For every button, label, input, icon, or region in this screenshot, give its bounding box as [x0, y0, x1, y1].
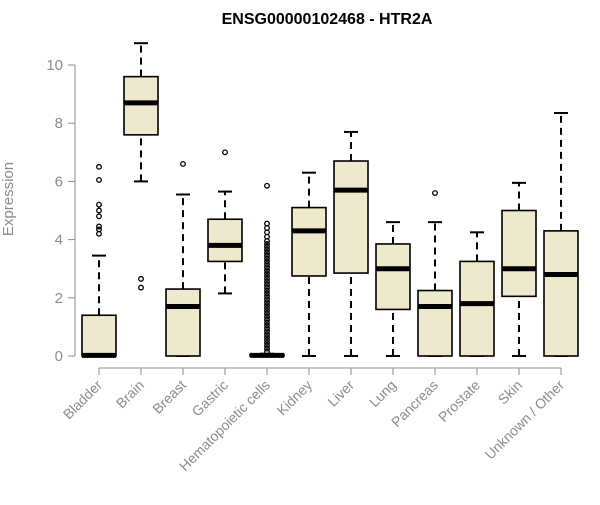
- box-group-gastric: [207, 149, 243, 295]
- box-group-kidney: [291, 171, 327, 357]
- outlier-point: [264, 307, 270, 314]
- outlier-point: [96, 163, 102, 170]
- x-tick-label: Unknown / Other: [482, 377, 568, 463]
- outlier-point: [264, 284, 270, 291]
- boxes: [81, 42, 579, 358]
- outlier-point: [96, 201, 102, 208]
- outlier-point: [264, 345, 270, 352]
- outlier-point: [264, 241, 270, 247]
- box-group-bladder: [81, 163, 117, 358]
- x-tick-label: Breast: [149, 377, 189, 417]
- outlier-point: [96, 223, 102, 230]
- outlier-point: [96, 213, 102, 220]
- outlier-point: [96, 226, 102, 233]
- outlier-point: [264, 258, 270, 265]
- outlier-point: [222, 149, 228, 156]
- outlier-point: [264, 290, 270, 297]
- box: [333, 160, 369, 274]
- box: [291, 206, 327, 277]
- outlier-point: [264, 296, 270, 303]
- outlier-point: [264, 299, 270, 306]
- y-tick-label: 6: [55, 173, 63, 190]
- x-tick-label: Liver: [324, 377, 357, 410]
- outlier-point: [264, 293, 270, 300]
- box-group-liver: [333, 130, 369, 357]
- outlier-point: [264, 261, 270, 268]
- y-tick-label: 2: [55, 290, 63, 307]
- x-tick-label: Prostate: [435, 377, 483, 425]
- outlier-point: [264, 339, 270, 346]
- y-tick-label: 8: [55, 115, 63, 132]
- outlier-point: [264, 342, 270, 349]
- box-group-hematopoietic-cells: [249, 182, 285, 358]
- box: [501, 209, 537, 298]
- y-tick-label: 10: [46, 57, 63, 74]
- outlier-point: [264, 319, 270, 326]
- outlier-point: [138, 275, 144, 282]
- outlier-point: [96, 207, 102, 214]
- outlier-point: [264, 322, 270, 329]
- x-tick-label: Skin: [495, 377, 526, 408]
- y-tick-label: 4: [55, 232, 63, 249]
- outlier-point: [264, 182, 270, 189]
- outlier-point: [264, 325, 270, 332]
- outlier-point: [96, 176, 102, 183]
- box-group-pancreas: [417, 190, 453, 357]
- box: [81, 314, 117, 357]
- outlier-point: [264, 267, 270, 274]
- box: [207, 218, 243, 263]
- outlier-point: [264, 255, 270, 262]
- box: [165, 288, 201, 357]
- box: [543, 230, 579, 357]
- outlier-point: [264, 316, 270, 323]
- chart-title: ENSG00000102468 - HTR2A: [222, 11, 433, 28]
- x-tick-label: Bladder: [60, 377, 106, 423]
- outlier-point: [432, 190, 438, 196]
- outlier-point: [264, 275, 270, 282]
- outlier-point: [264, 246, 270, 253]
- box-group-prostate: [459, 231, 495, 357]
- box-group-skin: [501, 181, 537, 357]
- y-tick-label: 0: [55, 348, 63, 365]
- outlier-point: [264, 220, 270, 227]
- outlier-point: [264, 310, 270, 317]
- x-tick-label: Kidney: [274, 377, 316, 419]
- outlier-point: [264, 302, 270, 309]
- outlier-point: [264, 273, 270, 279]
- outlier-point: [138, 284, 144, 291]
- outlier-point: [264, 243, 270, 250]
- x-tick-label: Lung: [366, 377, 399, 410]
- outlier-point: [264, 313, 270, 320]
- outlier-point: [264, 305, 270, 311]
- outlier-point: [264, 270, 270, 277]
- box-group-brain: [123, 42, 159, 291]
- box-group-lung: [375, 221, 411, 357]
- outlier-point: [264, 287, 270, 294]
- axes: 0 2 4 6 8 10: [46, 57, 562, 375]
- outlier-point: [264, 334, 270, 341]
- outlier-point: [264, 281, 270, 288]
- outlier-point: [264, 278, 270, 285]
- box-group-breast: [165, 160, 201, 357]
- box: [375, 243, 411, 311]
- box: [123, 75, 159, 136]
- outlier-point: [264, 328, 270, 335]
- outlier-point: [264, 264, 270, 271]
- outlier-point: [180, 160, 186, 167]
- outlier-point: [264, 249, 270, 256]
- x-tick-label: Brain: [113, 377, 147, 411]
- box: [417, 289, 453, 357]
- outlier-point: [264, 348, 270, 355]
- x-tick-label: Pancreas: [388, 377, 441, 430]
- box: [459, 260, 495, 357]
- outlier-point: [264, 252, 270, 259]
- box-group-unknown-other: [543, 112, 579, 357]
- outlier-point: [264, 337, 270, 343]
- outlier-point: [264, 331, 270, 338]
- y-axis-label: Expression: [0, 162, 17, 236]
